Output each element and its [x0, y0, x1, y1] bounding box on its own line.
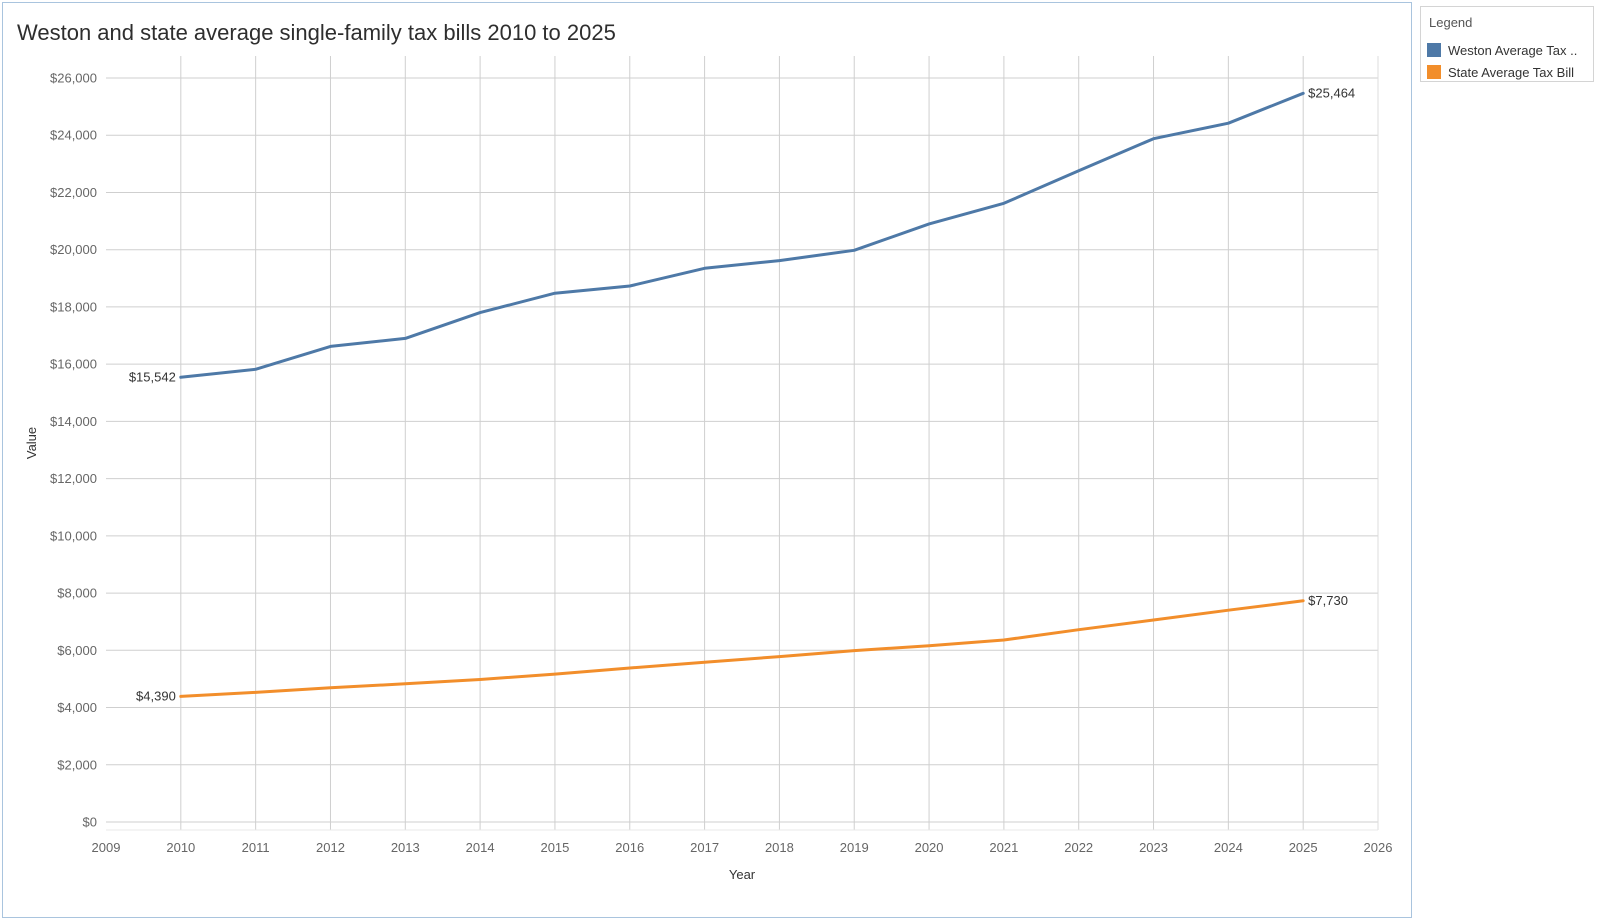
legend-item-weston[interactable]: Weston Average Tax .. — [1427, 41, 1591, 59]
y-tick-label: $2,000 — [57, 757, 97, 772]
x-tick-label: 2014 — [466, 840, 495, 855]
viz-panel: Weston and state average single-family t… — [2, 2, 1412, 918]
x-tick-label: 2011 — [242, 840, 270, 855]
x-tick-label: 2022 — [1064, 840, 1093, 855]
x-tick-label: 2019 — [840, 840, 869, 855]
x-tick-label: 2023 — [1139, 840, 1168, 855]
legend-swatch-state — [1427, 65, 1441, 79]
legend-label-weston: Weston Average Tax .. — [1448, 42, 1578, 58]
data-label-end: $7,730 — [1308, 593, 1348, 608]
x-tick-label: 2018 — [765, 840, 794, 855]
y-tick-label: $22,000 — [50, 185, 97, 200]
x-tick-label: 2012 — [316, 840, 345, 855]
x-tick-label: 2020 — [915, 840, 944, 855]
x-tick-label: 2013 — [391, 840, 420, 855]
line-chart[interactable]: $0 $2,000 $4,000 $6,000 $8,000 $10,000 $12,000… — [0, 0, 1410, 916]
x-axis-title: Year — [729, 867, 756, 882]
x-tick-label: 2021 — [989, 840, 1018, 855]
x-tick-label: 2017 — [690, 840, 719, 855]
y-tick-label: $20,000 — [50, 242, 97, 257]
y-tick-label: $6,000 — [57, 643, 97, 658]
y-tick-label: $24,000 — [50, 128, 97, 143]
series-line-state — [179, 599, 1305, 698]
legend-label-state: State Average Tax Bill — [1448, 64, 1574, 80]
legend-swatch-weston — [1427, 43, 1441, 57]
series-line-weston — [179, 91, 1305, 379]
y-tick-label: $4,000 — [57, 700, 97, 715]
y-tick-label: $18,000 — [50, 299, 97, 314]
y-tick-label: $16,000 — [50, 357, 97, 372]
y-tick-label: $26,000 — [50, 71, 97, 86]
legend-item-state[interactable]: State Average Tax Bill — [1427, 63, 1591, 81]
y-tick-label: $10,000 — [50, 528, 97, 543]
y-axis-title: Value — [24, 427, 39, 459]
data-label-end: $25,464 — [1308, 85, 1355, 100]
x-tick-label: 2010 — [166, 840, 195, 855]
x-tick-label: 2009 — [92, 840, 121, 855]
chart-title: Weston and state average single-family t… — [17, 20, 616, 45]
x-tick-label: 2016 — [615, 840, 644, 855]
y-tick-label: $14,000 — [50, 414, 97, 429]
x-tick-label: 2026 — [1364, 840, 1393, 855]
legend-title: Legend — [1429, 15, 1473, 30]
data-label-start: $4,390 — [136, 688, 176, 703]
x-tick-label: 2015 — [540, 840, 569, 855]
x-tick-label: 2025 — [1289, 840, 1318, 855]
legend[interactable]: Legend Weston Average Tax .. State Avera… — [1420, 6, 1594, 82]
y-tick-label: $12,000 — [50, 471, 97, 486]
data-label-start: $15,542 — [129, 369, 176, 384]
y-tick-label: $8,000 — [57, 586, 97, 601]
x-tick-label: 2024 — [1214, 840, 1243, 855]
y-tick-label: $0 — [83, 815, 97, 830]
